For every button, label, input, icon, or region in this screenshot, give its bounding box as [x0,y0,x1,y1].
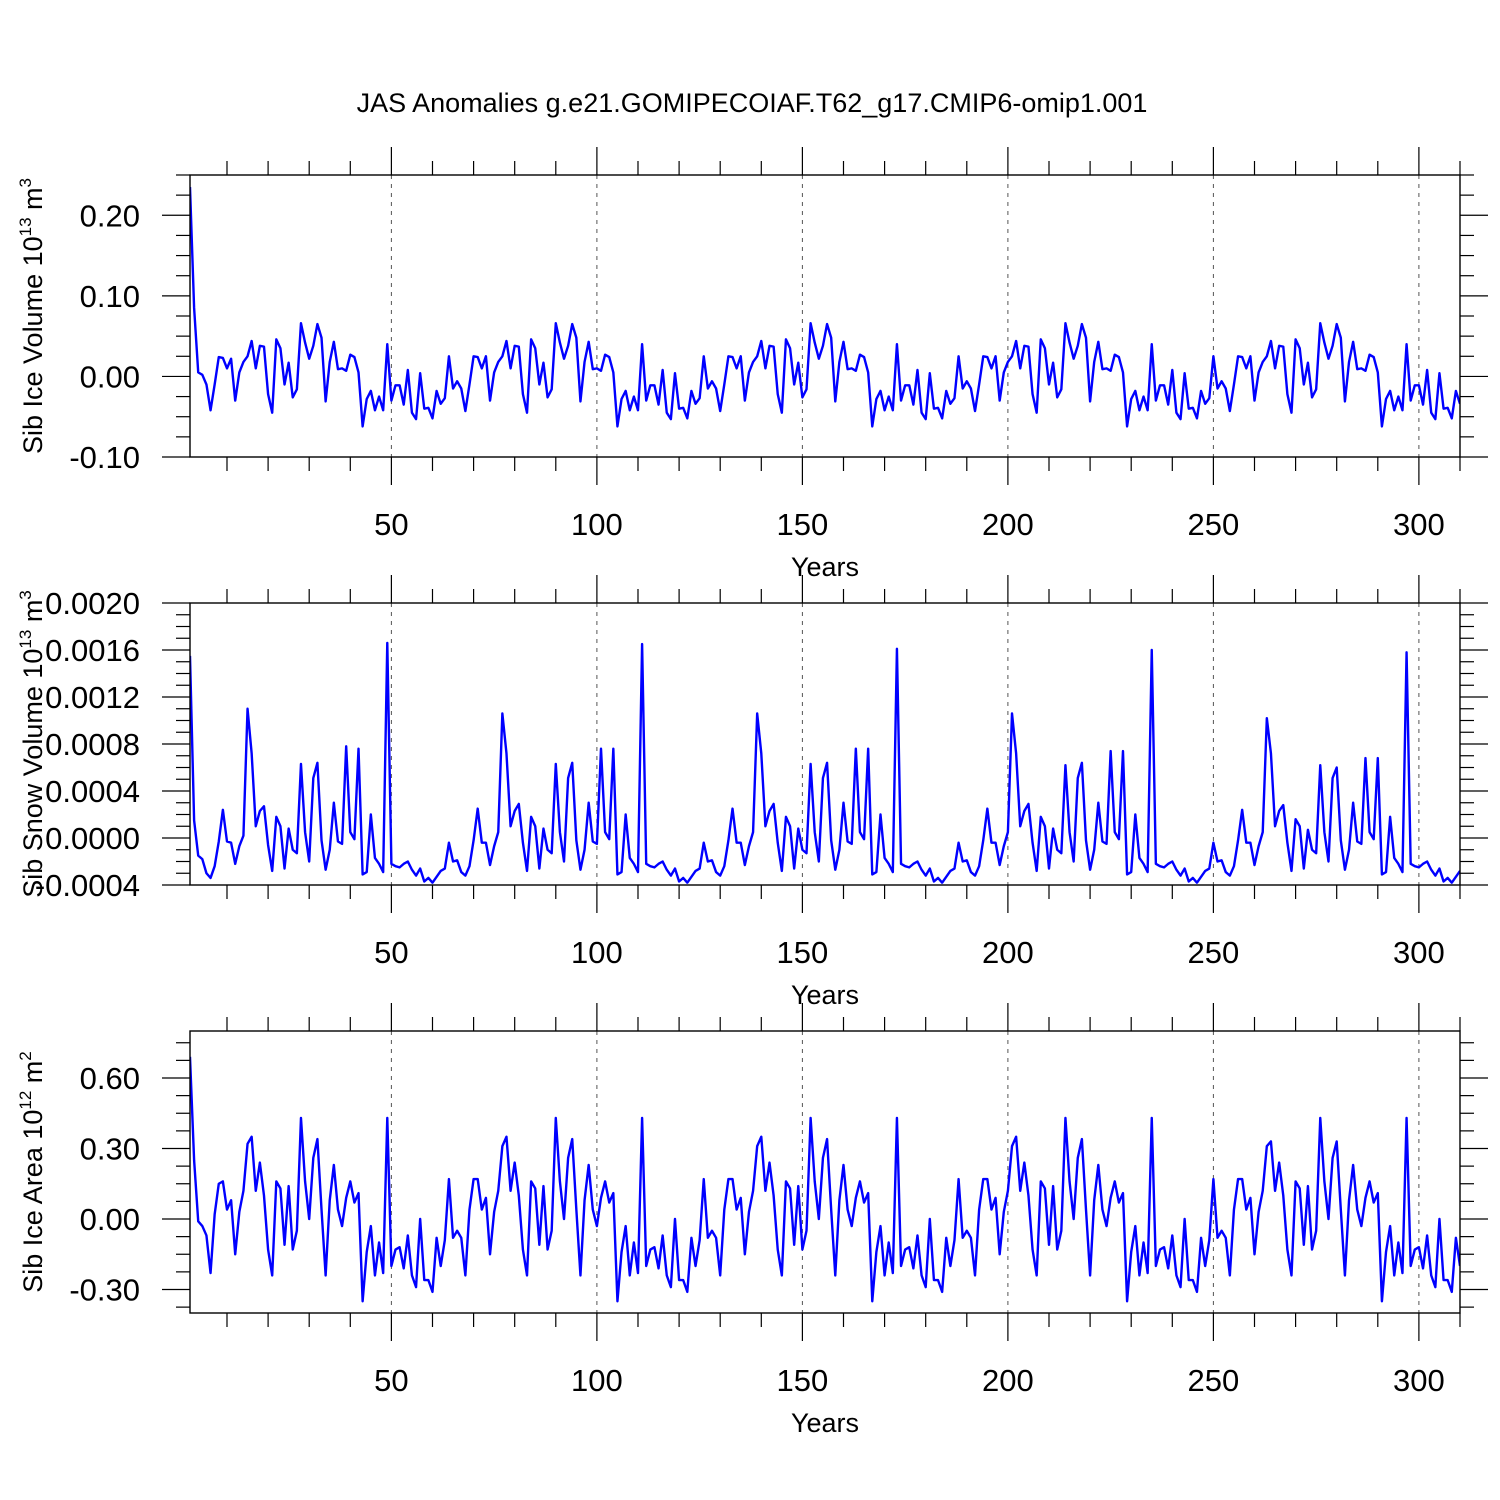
snow-volume-x-tick-label: 150 [777,935,829,970]
ice-area-x-tick-label: 150 [777,1363,829,1398]
ice-area-y-tick-label: 0.60 [80,1061,140,1096]
snow-volume-panel: 50 100 150 200 250 300 Years -0.0004 0.0000 0.000… [16,575,1488,1010]
ice-area-y-axis-title: Sib Ice Area 1012 m2 [16,1051,48,1293]
snow-volume-y-tick-label: 0.0000 [45,821,140,856]
snow-volume-x-tick-label: 200 [982,935,1034,970]
ice-area-y-tick-label: 0.30 [80,1132,140,1167]
ice-volume-x-tick-label: 50 [374,507,408,542]
snow-volume-y-tick-label: 0.0016 [45,633,140,668]
ice-area-x-tick-label: 50 [374,1363,408,1398]
ice-area-x-axis-title: Years [791,1408,859,1438]
ice-area-y-axis-title-part: 2 [16,1051,35,1060]
ice-volume-series-line [190,187,1460,428]
snow-volume-y-tick-label: -0.0004 [35,868,140,903]
ice-volume-y-axis-title: Sib Ice Volume 1013 m3 [16,178,48,454]
snow-volume-y-tick-label: 0.0012 [45,680,140,715]
ice-volume-y-axis-title-part: Sib Ice Volume 10 [18,236,48,454]
ice-volume-y-axis-title-part: 3 [16,178,35,187]
ice-area-series-line [190,1056,1460,1303]
ice-area-x-tick-label: 200 [982,1363,1034,1398]
snow-volume-y-axis-title-part: 13 [16,630,35,649]
snow-volume-y-axis-title-part: Sib Snow Volume 10 [18,649,48,898]
ice-volume-y-tick-label: 0.10 [80,279,140,314]
snow-volume-y-tick-label: 0.0020 [45,586,140,621]
ice-area-y-tick-label: 0.00 [80,1202,140,1237]
ice-area-y-tick-label: -0.30 [69,1273,140,1308]
ice-area-y-axis-title-part: Sib Ice Area 10 [18,1110,48,1293]
ice-volume-y-tick-label: 0.20 [80,198,140,233]
ice-area-x-tick-label: 300 [1393,1363,1445,1398]
snow-volume-y-tick-label: 0.0004 [45,774,140,809]
ice-volume-x-tick-label: 150 [777,507,829,542]
ice-area-y-axis-title-part: 12 [16,1091,35,1110]
snow-volume-x-tick-label: 300 [1393,935,1445,970]
figure-title: JAS Anomalies g.e21.GOMIPECOIAF.T62_g17.… [357,88,1148,118]
snow-volume-y-tick-label: 0.0008 [45,727,140,762]
snow-volume-series-line [190,641,1460,884]
ice-area-x-tick-label: 250 [1188,1363,1240,1398]
snow-volume-y-axis-title-part: m [18,600,48,630]
ice-volume-x-tick-label: 300 [1393,507,1445,542]
ice-volume-y-axis-title-part: 13 [16,217,35,236]
snow-volume-x-tick-label: 250 [1188,935,1240,970]
ice-volume-x-tick-label: 200 [982,507,1034,542]
ice-volume-y-axis-title-part: m [18,187,48,217]
ice-volume-panel: 50 100 150 200 250 300 Years -0.10 0.00 0.10 0.20 S… [16,147,1488,582]
ice-volume-y-tick-label: -0.10 [69,440,140,475]
ice-volume-x-tick-label: 250 [1188,507,1240,542]
ice-volume-x-tick-label: 100 [571,507,623,542]
snow-volume-x-tick-label: 50 [374,935,408,970]
snow-volume-x-axis-title: Years [791,980,859,1010]
ice-area-y-axis-title-part: m [18,1061,48,1091]
snow-volume-x-tick-label: 100 [571,935,623,970]
snow-volume-y-axis-title: Sib Snow Volume 1013 m3 [16,590,48,898]
ice-volume-plot-frame [189,174,1461,458]
ice-area-x-tick-label: 100 [571,1363,623,1398]
ice-area-plot-frame [189,1030,1461,1314]
ice-volume-x-axis-title: Years [791,552,859,582]
ice-area-panel: 50 100 150 200 250 300 Years -0.30 0.00 0.30 0.60 S… [16,1003,1488,1438]
ice-volume-y-tick-label: 0.00 [80,359,140,394]
snow-volume-y-axis-title-part: 3 [16,590,35,599]
